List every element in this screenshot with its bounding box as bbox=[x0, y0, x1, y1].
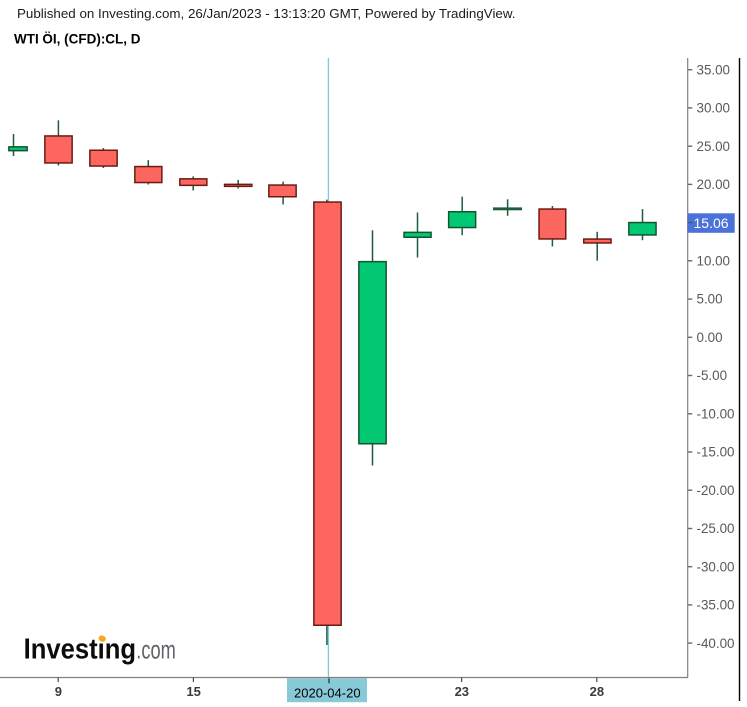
svg-text:10.00: 10.00 bbox=[697, 253, 731, 268]
svg-text:15: 15 bbox=[186, 684, 200, 699]
svg-text:-5.00: -5.00 bbox=[697, 368, 728, 383]
svg-text:-20.00: -20.00 bbox=[697, 483, 735, 498]
svg-text:-40.00: -40.00 bbox=[697, 636, 735, 651]
svg-text:5.00: 5.00 bbox=[697, 292, 723, 307]
svg-text:30.00: 30.00 bbox=[697, 101, 731, 116]
svg-text:-35.00: -35.00 bbox=[697, 598, 735, 613]
svg-text:23: 23 bbox=[455, 684, 469, 699]
svg-text:-25.00: -25.00 bbox=[697, 521, 735, 536]
svg-text:9: 9 bbox=[55, 684, 62, 699]
svg-text:-10.00: -10.00 bbox=[697, 406, 735, 421]
svg-text:-15.00: -15.00 bbox=[697, 445, 735, 460]
svg-text:WTI ÖI, (CFD):CL, D: WTI ÖI, (CFD):CL, D bbox=[14, 31, 141, 46]
svg-text:2020-04-20: 2020-04-20 bbox=[294, 685, 361, 700]
svg-text:35.00: 35.00 bbox=[697, 62, 731, 77]
svg-text:-30.00: -30.00 bbox=[697, 559, 735, 574]
svg-text:15.06: 15.06 bbox=[694, 215, 729, 231]
svg-text:20.00: 20.00 bbox=[697, 177, 731, 192]
svg-text:.com: .com bbox=[136, 634, 176, 664]
svg-text:Published on Investing.com, 26: Published on Investing.com, 26/Jan/2023 … bbox=[17, 6, 516, 21]
svg-text:0.00: 0.00 bbox=[697, 330, 723, 345]
svg-text:Investing: Investing bbox=[24, 633, 137, 665]
svg-text:28: 28 bbox=[590, 684, 604, 699]
svg-text:25.00: 25.00 bbox=[697, 139, 731, 154]
